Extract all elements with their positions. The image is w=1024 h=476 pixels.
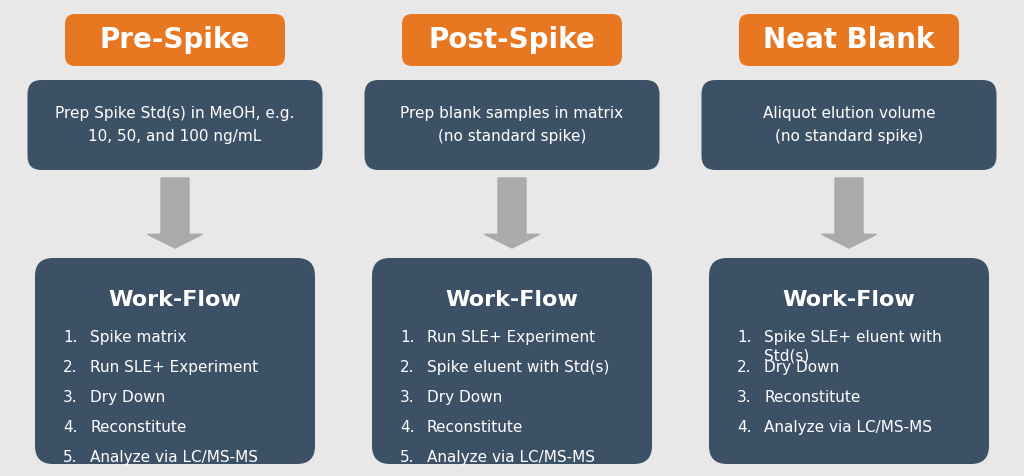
Text: 2.: 2.	[737, 360, 752, 375]
Text: Post-Spike: Post-Spike	[429, 26, 595, 54]
Text: Pre-Spike: Pre-Spike	[99, 26, 250, 54]
Text: Spike SLE+ eluent with
Std(s): Spike SLE+ eluent with Std(s)	[764, 330, 942, 364]
Text: Prep Spike Std(s) in MeOH, e.g.
10, 50, and 100 ng/mL: Prep Spike Std(s) in MeOH, e.g. 10, 50, …	[55, 107, 295, 144]
Text: Dry Down: Dry Down	[427, 390, 502, 405]
Text: Neat Blank: Neat Blank	[763, 26, 935, 54]
Text: Reconstitute: Reconstitute	[427, 420, 523, 435]
Text: Work-Flow: Work-Flow	[782, 290, 915, 310]
Polygon shape	[821, 178, 877, 248]
FancyBboxPatch shape	[365, 80, 659, 170]
Text: Analyze via LC/MS-MS: Analyze via LC/MS-MS	[764, 420, 932, 435]
Text: 4.: 4.	[63, 420, 78, 435]
Text: Spike matrix: Spike matrix	[90, 330, 186, 345]
Text: 4.: 4.	[737, 420, 752, 435]
FancyBboxPatch shape	[701, 80, 996, 170]
Text: 5.: 5.	[400, 450, 415, 465]
FancyBboxPatch shape	[28, 80, 323, 170]
Text: 1.: 1.	[400, 330, 415, 345]
Text: Prep blank samples in matrix
(no standard spike): Prep blank samples in matrix (no standar…	[400, 107, 624, 144]
Text: Spike eluent with Std(s): Spike eluent with Std(s)	[427, 360, 609, 375]
Text: Reconstitute: Reconstitute	[90, 420, 186, 435]
Text: 1.: 1.	[737, 330, 752, 345]
FancyBboxPatch shape	[65, 14, 285, 66]
Text: Work-Flow: Work-Flow	[109, 290, 242, 310]
Text: Analyze via LC/MS-MS: Analyze via LC/MS-MS	[90, 450, 258, 465]
Text: 5.: 5.	[63, 450, 78, 465]
Text: 3.: 3.	[63, 390, 78, 405]
Text: 3.: 3.	[737, 390, 752, 405]
Text: Aliquot elution volume
(no standard spike): Aliquot elution volume (no standard spik…	[763, 107, 935, 144]
Text: 1.: 1.	[63, 330, 78, 345]
Text: Work-Flow: Work-Flow	[445, 290, 579, 310]
FancyBboxPatch shape	[402, 14, 622, 66]
FancyBboxPatch shape	[739, 14, 959, 66]
Text: Run SLE+ Experiment: Run SLE+ Experiment	[90, 360, 258, 375]
Text: Run SLE+ Experiment: Run SLE+ Experiment	[427, 330, 595, 345]
Text: 2.: 2.	[400, 360, 415, 375]
Polygon shape	[147, 178, 203, 248]
Text: Analyze via LC/MS-MS: Analyze via LC/MS-MS	[427, 450, 595, 465]
Text: 2.: 2.	[63, 360, 78, 375]
Text: Reconstitute: Reconstitute	[764, 390, 860, 405]
Polygon shape	[484, 178, 540, 248]
Text: Dry Down: Dry Down	[90, 390, 165, 405]
FancyBboxPatch shape	[372, 258, 652, 464]
Text: Dry Down: Dry Down	[764, 360, 840, 375]
Text: 4.: 4.	[400, 420, 415, 435]
FancyBboxPatch shape	[35, 258, 315, 464]
Text: 3.: 3.	[400, 390, 415, 405]
FancyBboxPatch shape	[709, 258, 989, 464]
